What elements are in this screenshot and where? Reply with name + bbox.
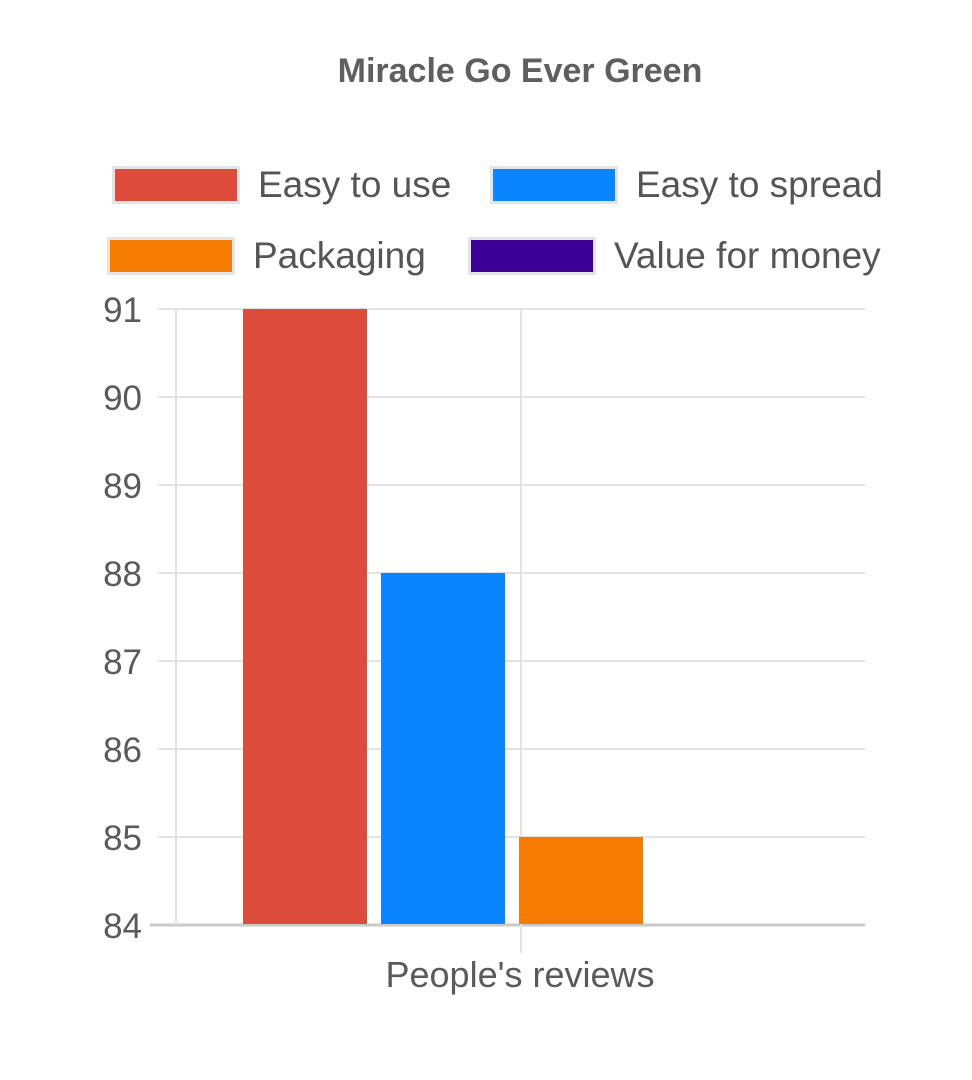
y-tick-label: 85 (103, 819, 142, 858)
legend-swatch-value-for-money (468, 237, 596, 275)
legend-label-packaging: Packaging (253, 235, 426, 276)
legend-item-easy-to-use[interactable]: Easy to use (112, 162, 451, 208)
chart-title: Miracle Go Ever Green (337, 52, 703, 90)
bar-easy-to-use (243, 309, 367, 924)
legend-swatch-packaging (107, 237, 235, 275)
y-tick-label: 90 (103, 379, 142, 418)
y-tick-label: 87 (103, 643, 142, 682)
x-category-label: People's reviews (386, 954, 655, 995)
legend-item-easy-to-spread[interactable]: Easy to spread (490, 162, 883, 208)
legend-swatch-easy-to-use (112, 166, 240, 204)
bar-packaging (519, 837, 643, 924)
legend-swatch-easy-to-spread (490, 166, 618, 204)
y-tick-label: 86 (103, 731, 142, 770)
y-tick-label: 89 (103, 467, 142, 506)
y-tick-label: 91 (103, 291, 142, 330)
legend-label-value-for-money: Value for money (614, 235, 881, 276)
y-tick-label: 88 (103, 555, 142, 594)
y-tick-label: 84 (103, 907, 142, 946)
legend-item-value-for-money[interactable]: Value for money (468, 233, 881, 279)
legend-label-easy-to-spread: Easy to spread (636, 164, 883, 205)
bar-easy-to-spread (381, 573, 505, 924)
legend-label-easy-to-use: Easy to use (258, 164, 452, 205)
legend-item-packaging[interactable]: Packaging (107, 233, 426, 279)
